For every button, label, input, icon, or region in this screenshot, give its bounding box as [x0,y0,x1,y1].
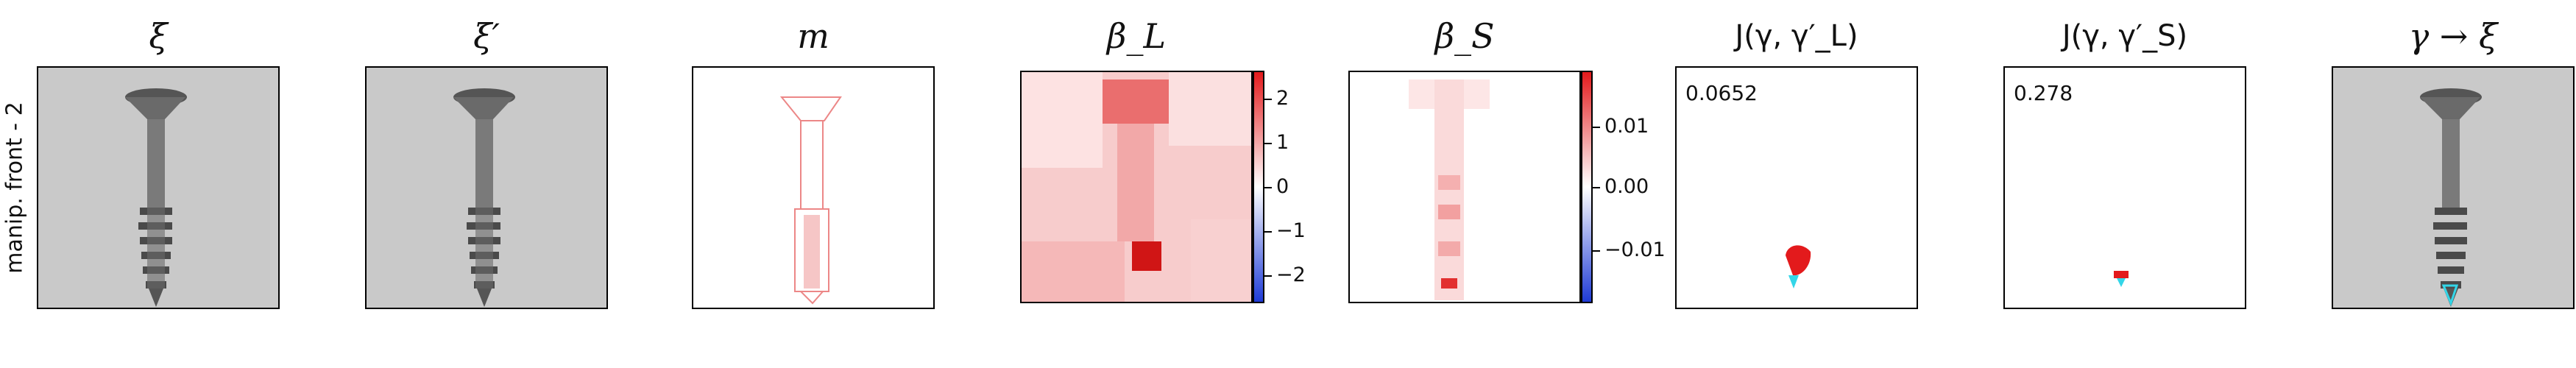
j-s-overlay [2114,271,2129,287]
title-xi: ξ [149,16,168,56]
score-j-l: 0.0652 [1685,81,1758,105]
title-beta-s: β_S [1434,16,1495,56]
panel-original-image [37,66,280,309]
score-j-s: 0.278 [2014,81,2073,105]
beta-l-tick: −2 [1276,263,1306,286]
title-j-s: J(γ, γ′_S) [2062,19,2188,53]
panel-gamma-to-xi [2332,66,2575,309]
title-j-l: J(γ, γ′_L) [1735,19,1858,53]
title-xi-prime: ξ′ [473,16,500,56]
j-l-overlay [1786,245,1811,289]
row-label-text: manip. front - 2 [1,102,28,274]
panel-mask-m [692,66,935,309]
screw-image-overlay [2420,88,2482,307]
beta-l-colorbar [1253,71,1264,303]
beta-s-heatmap [1409,79,1490,300]
beta-l-heatmap [1022,72,1251,302]
mask-heatmap [779,96,842,305]
panel-beta-l [1020,71,1253,303]
screw-image-manipulated [453,88,515,307]
row-label: manip. front - 2 [0,66,29,309]
panel-manipulated-image [365,66,608,309]
title-beta-l: β_L [1106,16,1167,56]
beta-s-colorbar [1581,71,1593,303]
beta-l-tick: 0 [1276,175,1289,198]
screw-image [125,88,187,307]
beta-l-tick: 2 [1276,87,1289,110]
beta-s-tick: 0.00 [1604,175,1649,198]
beta-s-tick: −0.01 [1604,238,1666,261]
title-m: m [797,16,829,56]
beta-l-tick: 1 [1276,131,1289,154]
panel-beta-s [1348,71,1581,303]
beta-s-tick: 0.01 [1604,115,1649,138]
title-gamma-to-xi: γ → ξ [2408,16,2498,56]
panel-j-l: 0.0652 [1675,66,1918,309]
beta-l-tick: −1 [1276,219,1306,242]
panel-j-s: 0.278 [2003,66,2246,309]
